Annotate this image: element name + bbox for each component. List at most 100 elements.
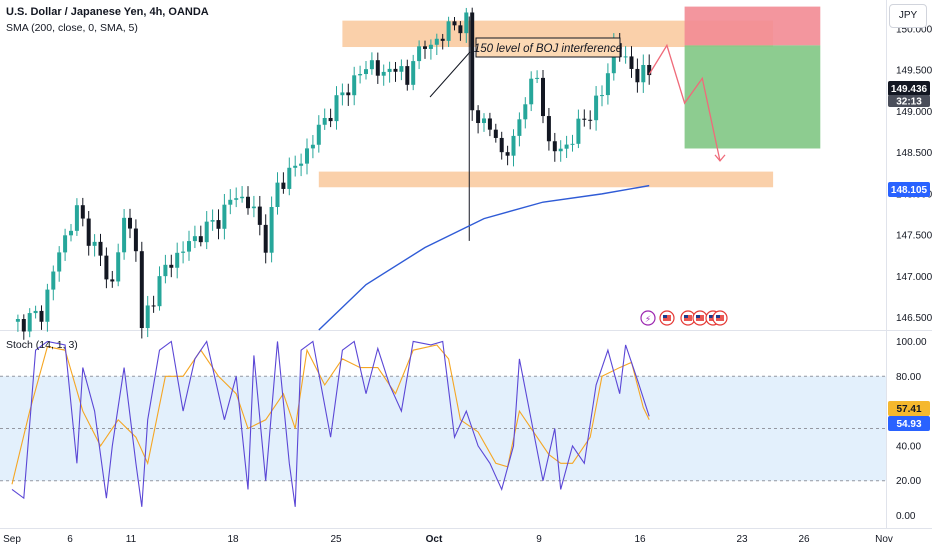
candle-body <box>446 21 451 41</box>
candle-body <box>210 220 215 222</box>
stop-loss-box <box>684 6 821 46</box>
y-tick-label: 150.000 <box>896 24 932 35</box>
candle-body <box>299 163 304 166</box>
candle-body <box>169 264 174 268</box>
candle-body <box>63 235 68 253</box>
x-tick-label: 25 <box>330 534 342 545</box>
candle-body <box>216 220 221 229</box>
sma-200-line <box>318 184 650 331</box>
candle-body <box>175 252 180 268</box>
candle-body <box>364 69 368 75</box>
candle-body <box>234 198 239 200</box>
x-tick-label: Sep <box>3 534 21 545</box>
candle-body <box>139 251 144 329</box>
candle-body <box>322 117 327 125</box>
candle-body <box>470 12 475 111</box>
last-price-badge-bg <box>888 81 930 96</box>
candle-body <box>346 92 351 96</box>
symbol-title[interactable]: U.S. Dollar / Japanese Yen, 4h, OANDA <box>6 6 209 18</box>
candle-body <box>623 56 628 58</box>
us-flag-icon-canton <box>684 315 688 318</box>
stoch-legend[interactable]: Stoch (14, 1, 3) <box>6 339 78 351</box>
candle-body <box>647 64 652 76</box>
candle-body <box>33 310 38 314</box>
candle-body <box>594 95 599 121</box>
y-tick-label: 147.000 <box>896 272 932 283</box>
candle-body <box>316 124 321 145</box>
candle-body <box>434 38 439 45</box>
candle-body <box>80 205 85 219</box>
stoch-k-line <box>11 340 650 507</box>
candle-body <box>411 61 416 85</box>
candle-body <box>98 241 103 256</box>
candle-body <box>305 148 309 164</box>
candle-body <box>57 252 62 272</box>
x-tick-label: Nov <box>875 534 893 545</box>
candle-body <box>187 241 191 252</box>
candle-body <box>635 68 640 83</box>
candle-body <box>228 199 233 205</box>
stoch-k-badge-text: 57.41 <box>896 404 921 415</box>
projection-path <box>648 43 721 162</box>
x-tick-label: 9 <box>536 534 542 545</box>
candle-body <box>452 21 457 26</box>
x-tick-label: 18 <box>227 534 239 545</box>
candle-body <box>281 182 286 189</box>
candle-body <box>192 236 197 242</box>
candle-body <box>263 224 268 253</box>
candle-body <box>181 251 186 253</box>
stoch-y-tick-label: 20.00 <box>896 476 921 487</box>
candle-body <box>387 68 392 72</box>
us-flag-icon-canton <box>709 315 713 318</box>
candle-body <box>611 43 616 74</box>
candle-body <box>535 77 540 79</box>
stoch-k-badge-bg <box>888 401 930 416</box>
candle-body <box>499 137 504 153</box>
candle-body <box>334 95 339 122</box>
candle-body <box>464 12 469 34</box>
candle-body <box>546 116 551 142</box>
candle-body <box>145 305 150 329</box>
currency-button[interactable]: JPY <box>889 4 927 28</box>
countdown-badge-bg <box>888 95 930 107</box>
us-flag-icon-canton <box>663 315 667 318</box>
candle-body <box>293 165 298 168</box>
candle-body <box>399 66 404 72</box>
candle-body <box>122 217 127 253</box>
boj-annotation-label: 150 level of BOJ interference <box>474 43 622 55</box>
candle-body <box>458 25 463 34</box>
candle-body <box>21 319 26 332</box>
candle-body <box>310 144 315 149</box>
us-flag-icon-canton <box>716 315 720 318</box>
candle-body <box>275 182 280 207</box>
candles <box>15 7 652 340</box>
candle-body <box>251 206 256 209</box>
candle-body <box>417 46 422 62</box>
candle-body <box>440 38 445 41</box>
candle-body <box>588 119 593 121</box>
sma-value-badge: 148.105 <box>888 182 930 197</box>
candle-body <box>482 118 486 124</box>
candle-body <box>92 241 97 246</box>
candle-body <box>151 305 156 307</box>
x-tick-label: 23 <box>736 534 748 545</box>
candle-body <box>163 264 168 277</box>
candle-body <box>523 104 528 120</box>
stoch-d-badge-text: 54.93 <box>896 419 921 430</box>
candle-body <box>340 92 345 96</box>
candle-body <box>582 118 587 120</box>
candle-body <box>369 60 374 70</box>
y-tick-label: 149.000 <box>896 107 932 118</box>
stoch-k-badge: 57.41 <box>888 401 930 416</box>
stoch-y-tick-label: 80.00 <box>896 372 921 383</box>
lightning-icon <box>640 310 656 326</box>
stoch-y-tick-label: 0.00 <box>896 511 916 522</box>
candle-body <box>269 206 274 253</box>
candle-body <box>487 118 492 130</box>
candle-body <box>428 44 433 49</box>
sma-legend[interactable]: SMA (200, close, 0, SMA, 5) <box>6 22 138 34</box>
candle-body <box>27 313 32 332</box>
candle-body <box>375 60 380 76</box>
